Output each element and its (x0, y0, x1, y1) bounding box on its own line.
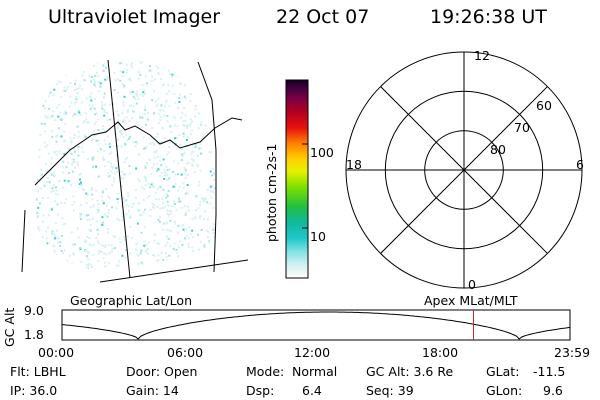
colorbar (285, 79, 309, 279)
altitude-ytick-low: 1.8 (24, 327, 44, 342)
ip-info: IP: 36.0 (10, 383, 58, 398)
dsp-value: 6.4 (302, 383, 322, 398)
mode-label: Mode: (246, 364, 285, 379)
altitude-curve (61, 311, 571, 340)
filter-info: Flt: LBHL (10, 364, 66, 379)
glat-label: GLat: (486, 364, 520, 379)
instrument-title: Ultraviolet Imager (48, 6, 221, 28)
colorbar-tick-100: 100 (310, 145, 334, 160)
dsp-label: Dsp: (246, 383, 275, 398)
polar-plot: 12 18 6 0 60 70 80 (345, 48, 584, 292)
time-label: 19:26:38 UT (430, 6, 547, 28)
time-tick-0000: 00:00 (38, 345, 75, 360)
parallel-line (99, 259, 249, 283)
apex-label: Apex MLat/MLT (424, 293, 518, 308)
time-tick-1200: 12:00 (294, 345, 331, 360)
glon-value: 9.6 (543, 383, 563, 398)
colorbar-unit-text: photon cm-2s-1 (264, 143, 279, 242)
gc-alt-info: GC Alt: 3.6 Re (366, 364, 454, 379)
mlat-label-60: 60 (536, 98, 552, 113)
mlt-diagonal (380, 86, 548, 254)
altitude-ytick-high: 9.0 (24, 303, 44, 318)
glat-value: -11.5 (533, 364, 566, 379)
geographic-label: Geographic Lat/Lon (70, 293, 192, 308)
gain-info: Gain: 14 (126, 383, 179, 398)
altitude-plot-frame (61, 309, 571, 341)
mlt-label-6: 6 (576, 157, 584, 172)
colorbar-tick-10: 10 (310, 229, 326, 244)
colorbar-unit-label: photon cm-2s-1 (264, 144, 279, 242)
aurora-emission-speckle (35, 59, 217, 271)
mode-value: Normal (292, 364, 338, 379)
geographic-image-panel (21, 59, 249, 283)
time-tick-2359: 23:59 (554, 345, 591, 360)
meridian-line (107, 59, 131, 279)
mlt-label-18: 18 (346, 157, 362, 172)
date-label: 22 Oct 07 (276, 6, 370, 28)
meridian-line (197, 61, 217, 273)
altitude-plot (61, 309, 571, 341)
time-tick-0600: 06:00 (167, 345, 204, 360)
meridian-line (21, 209, 26, 273)
mlt-label-12: 12 (474, 48, 490, 63)
mlat-label-70: 70 (514, 120, 530, 135)
colorbar-gradient (285, 79, 309, 279)
door-info: Door: Open (126, 364, 198, 379)
seq-info: Seq: 39 (366, 383, 414, 398)
mlt-label-0: 0 (468, 277, 476, 292)
mlat-label-80: 80 (490, 142, 506, 157)
altitude-ylabel: GC Alt (2, 307, 17, 347)
coastline (34, 117, 243, 186)
glon-label: GLon: (486, 383, 523, 398)
time-tick-1800: 18:00 (422, 345, 459, 360)
